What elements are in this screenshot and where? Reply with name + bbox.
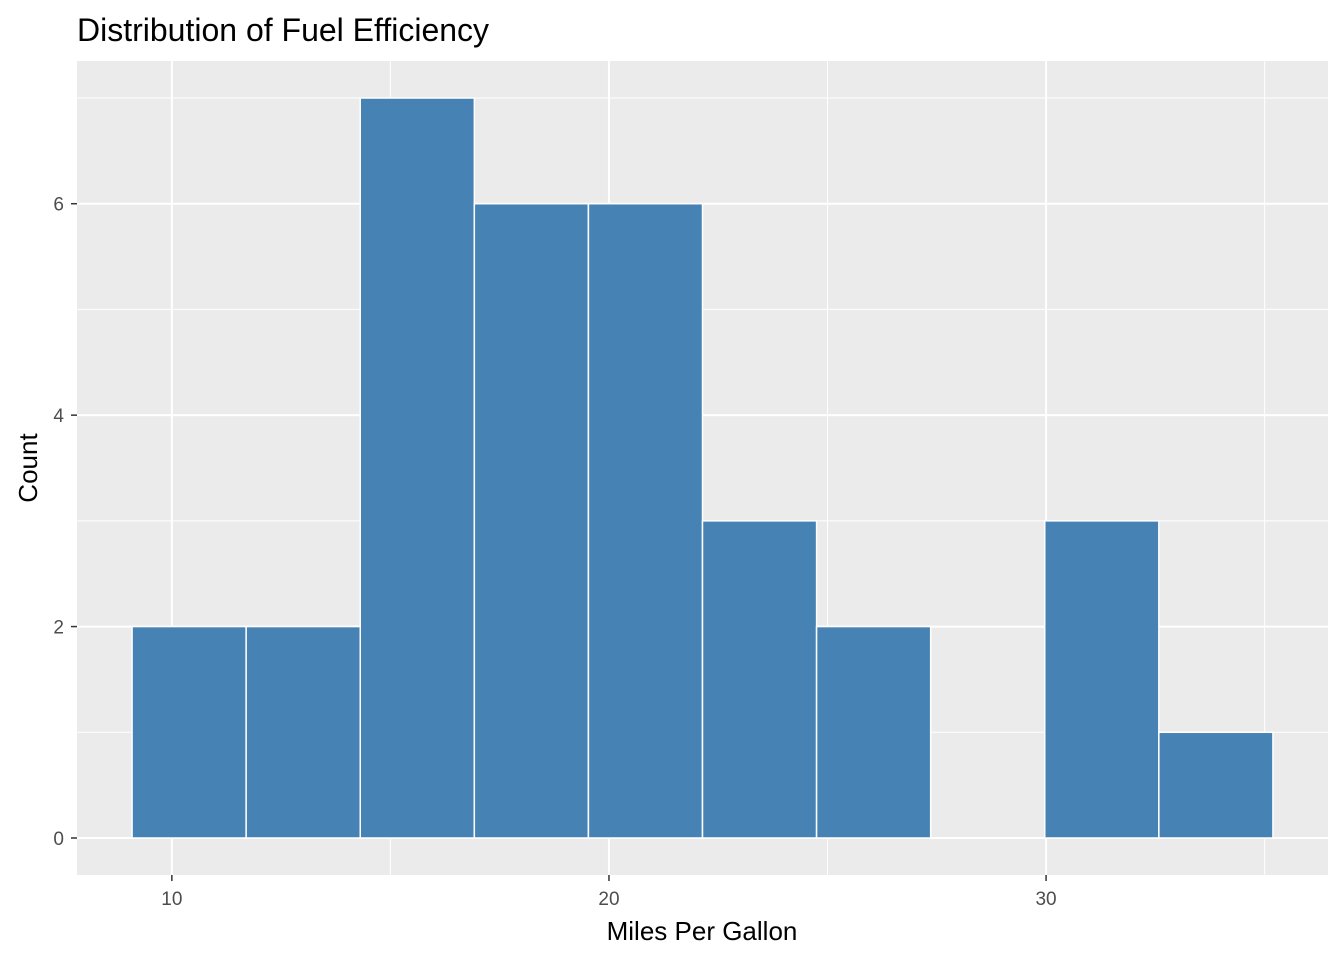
histogram-bar (1158, 731, 1274, 839)
y-tick-label: 6 (53, 195, 64, 216)
y-tick-label: 4 (53, 406, 64, 427)
x-axis-title: Miles Per Gallon (607, 916, 798, 946)
x-tick-label: 10 (161, 889, 182, 910)
x-tick-label: 20 (598, 889, 619, 910)
histogram-bar (1044, 520, 1160, 839)
histogram-bar (359, 97, 476, 839)
histogram-bar (473, 202, 590, 839)
histogram-bar (815, 625, 932, 839)
chart-title: Distribution of Fuel Efficiency (77, 12, 489, 48)
histogram-bar (131, 625, 247, 839)
x-tick-label: 30 (1035, 889, 1056, 910)
histogram-bar (245, 625, 361, 839)
x-axis: 10 20 30 (161, 875, 1057, 910)
y-axis: 0 2 4 6 (53, 195, 77, 850)
histogram-bars (131, 97, 1274, 839)
histogram-bar (587, 202, 704, 839)
histogram-bar (701, 520, 818, 839)
y-axis-title: Count (13, 433, 43, 503)
y-tick-label: 0 (53, 829, 64, 850)
y-tick-label: 2 (53, 618, 64, 639)
